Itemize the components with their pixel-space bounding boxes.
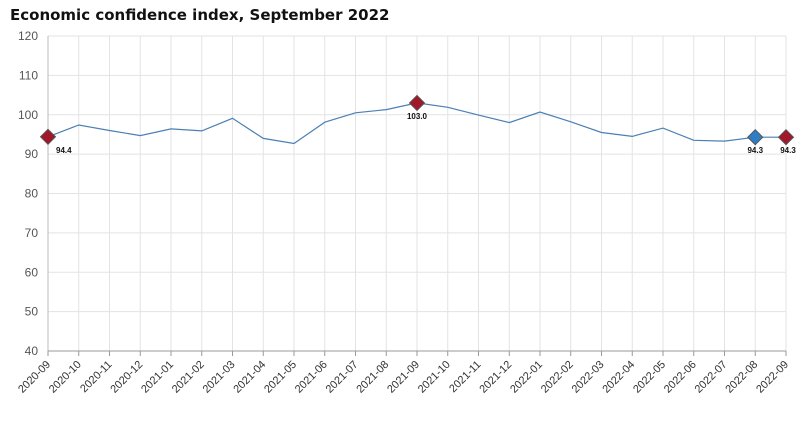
y-tick-label: 40 bbox=[25, 344, 39, 358]
x-tick-label: 2022-08 bbox=[723, 359, 760, 396]
y-axis: 40 50 60 70 80 90 100 110 120 bbox=[18, 29, 49, 358]
y-tick-label: 120 bbox=[18, 29, 38, 43]
data-marker bbox=[747, 128, 764, 146]
x-tick-label: 2022-02 bbox=[539, 359, 576, 396]
x-tick-label: 2022-07 bbox=[693, 359, 730, 396]
x-tick-label: 2021-07 bbox=[324, 359, 361, 396]
x-tick-label: 2022-03 bbox=[570, 359, 607, 396]
chart-title: Economic confidence index, September 202… bbox=[10, 6, 390, 24]
x-axis: 2020-092020-102020-112020-122021-012021-… bbox=[16, 350, 791, 396]
data-label: 94.4 bbox=[56, 146, 72, 155]
data-marker bbox=[39, 128, 57, 146]
x-tick-label: 2021-10 bbox=[416, 359, 453, 396]
x-tick-label: 2021-01 bbox=[139, 359, 176, 396]
data-label: 94.3 bbox=[780, 146, 796, 155]
y-tick-label: 90 bbox=[25, 147, 39, 161]
y-tick-label: 60 bbox=[25, 265, 39, 279]
grid bbox=[47, 35, 787, 352]
x-tick-label: 2022-01 bbox=[508, 359, 545, 396]
x-tick-label: 2021-02 bbox=[170, 359, 207, 396]
x-tick-label: 2021-09 bbox=[385, 359, 422, 396]
x-tick-label: 2021-04 bbox=[231, 359, 268, 396]
data-label: 94.3 bbox=[747, 146, 763, 155]
x-tick-label: 2022-06 bbox=[662, 359, 699, 396]
x-tick-label: 2022-05 bbox=[631, 359, 668, 396]
x-tick-label: 2020-10 bbox=[47, 359, 84, 396]
data-marker bbox=[777, 128, 795, 146]
x-tick-label: 2021-06 bbox=[293, 359, 330, 396]
data-label: 103.0 bbox=[407, 112, 428, 121]
y-tick-label: 80 bbox=[25, 187, 39, 201]
y-tick-label: 50 bbox=[25, 305, 39, 319]
x-tick-label: 2020-09 bbox=[16, 359, 53, 396]
x-tick-label: 2020-11 bbox=[78, 359, 114, 395]
x-tick-label: 2022-09 bbox=[754, 359, 791, 396]
x-tick-label: 2022-04 bbox=[600, 359, 637, 396]
y-tick-label: 100 bbox=[18, 108, 38, 122]
x-tick-label: 2020-12 bbox=[108, 359, 145, 396]
data-marker bbox=[408, 94, 426, 112]
markers-layer: 94.4 103.0 94.3 94.3 bbox=[39, 94, 796, 155]
x-tick-label: 2021-12 bbox=[477, 359, 514, 396]
x-tick-label: 2021-03 bbox=[201, 359, 238, 396]
y-tick-label: 110 bbox=[19, 68, 38, 82]
y-tick-label: 70 bbox=[25, 226, 39, 240]
x-tick-label: 2021-11 bbox=[447, 359, 483, 395]
x-tick-label: 2021-05 bbox=[262, 359, 299, 396]
x-tick-label: 2021-08 bbox=[354, 359, 391, 396]
